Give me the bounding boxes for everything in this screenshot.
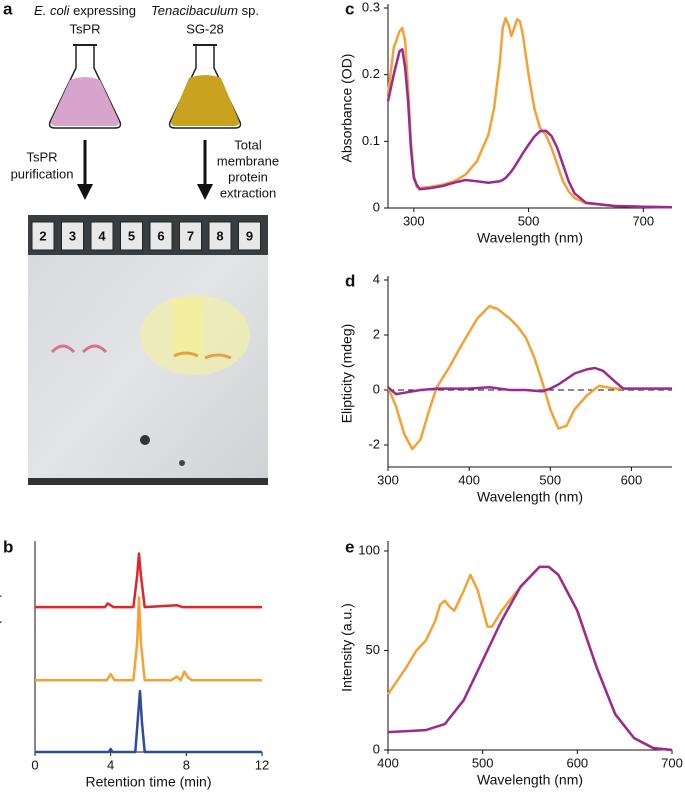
x-tick-label: 400 [458,472,480,487]
flask-title: Tenacibaculum sp. [151,3,259,18]
data-line [35,689,262,754]
x-tick-label: 12 [255,757,269,772]
panel-label: a [3,0,13,18]
lane-number: 8 [216,228,223,243]
lane-number: 5 [128,228,135,243]
data-line [35,596,262,682]
x-tick-label: 0 [31,757,38,772]
y-tick-label: -2 [368,436,380,451]
x-axis-label: Wavelength (nm) [477,230,583,246]
data-line [35,552,262,609]
lane-well [120,221,143,251]
step-label: membrane [217,153,279,168]
step-label: extraction [220,185,276,200]
arrow [77,140,213,200]
step-label: Total [234,137,262,152]
y-tick-label: 2 [373,326,380,341]
flask-subtitle: TsPR [69,21,100,36]
panel-label: c [345,0,354,18]
y-tick-label: 0 [373,199,380,214]
data-line [386,565,673,752]
data-line [386,304,672,451]
y-axis-label: Absorbance (OD) [339,54,355,163]
x-tick-label: 600 [621,472,643,487]
lane-number: 4 [98,228,106,243]
panel-label: e [345,537,354,556]
y-tick-label: 50 [366,642,380,657]
x-axis-label: Wavelength (nm) [477,489,583,505]
y-axis-label: Elipticity (mdeg) [339,324,355,424]
y-tick-label: 100 [358,542,380,557]
step-label: TsPR [26,149,57,164]
y-tick-label: 0.1 [362,133,380,148]
lane-well [61,221,84,251]
lane-well [238,221,261,251]
lane-number: 3 [69,228,76,243]
x-tick-label: 500 [472,755,494,770]
lane-well [149,221,173,251]
data-line [387,366,672,396]
x-tick-label: 600 [566,755,588,770]
y-tick-label: 0 [373,741,380,756]
lane-well [90,221,114,251]
x-tick-label: 400 [377,755,399,770]
x-tick-label: 300 [377,472,399,487]
lane-well [179,221,202,251]
x-tick-label: 500 [518,213,540,228]
lane-number: 7 [187,228,194,243]
panel-label: d [345,271,355,290]
y-tick-label: 0.3 [362,0,380,14]
lane-number: 6 [157,228,164,243]
flask-subtitle: SG-28 [186,21,224,36]
x-tick-label: 300 [403,213,425,228]
panel-label: b [3,537,13,556]
y-tick-label: 0 [373,381,380,396]
lane-well [208,221,232,251]
x-tick-label: 700 [632,213,654,228]
x-tick-label: 500 [539,472,561,487]
lane-number: 2 [39,228,46,243]
x-tick-label: 700 [661,755,683,770]
x-axis-label: Wavelength (nm) [477,772,583,788]
y-axis-label: Intensity (a.u.) [339,603,355,692]
step-label: protein [228,169,268,184]
lane-well [31,221,55,251]
data-line [387,565,673,752]
data-line [386,16,673,209]
x-tick-label: 8 [183,757,190,772]
gel-photo [28,215,268,485]
flask [48,44,122,129]
data-line [386,48,673,209]
y-tick-label: 4 [373,271,380,286]
lane-number: 9 [246,228,253,243]
flask [168,44,242,129]
step-label: purification [11,166,74,181]
gel-lanes: 2 3 4 5 6 7 8 9 [31,221,261,251]
y-tick-label: 0.2 [362,66,380,81]
y-axis-label: Absorbance (a.u.) [0,593,2,704]
x-tick-label: 4 [107,757,114,772]
flask-title: E. coli expressing [34,3,136,18]
x-axis-label: Retention time (min) [85,774,211,790]
